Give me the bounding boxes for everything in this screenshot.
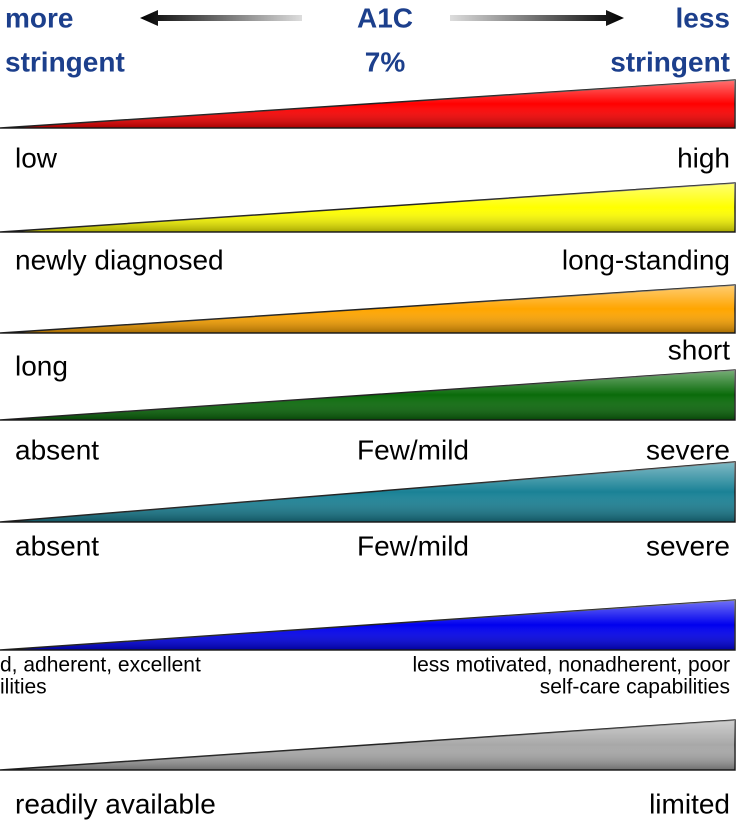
wedge-shine — [0, 80, 735, 128]
row-label: ilities — [0, 676, 47, 699]
row-label: long-standing — [562, 244, 730, 275]
rows: low high newly diagnosed long-standing long s… — [0, 79, 736, 819]
wedge-shine — [0, 285, 735, 333]
row-label: newly diagnosed — [15, 244, 224, 275]
row-label: absent — [15, 434, 99, 465]
wedge-shine — [0, 370, 735, 420]
header-center: A1C — [357, 2, 413, 33]
row-label: readily available — [15, 788, 216, 819]
row-label: d, adherent, excellent — [0, 654, 201, 677]
header-right: less — [676, 2, 731, 33]
header: more stringent A1C 7% less stringent — [5, 2, 730, 77]
wedge-shine — [0, 720, 735, 770]
header-right: stringent — [610, 46, 730, 77]
header-center: 7% — [365, 46, 406, 77]
row-label: less motivated, nonadherent, poor — [412, 654, 730, 677]
row-label: absent — [15, 530, 99, 561]
row-label: self-care capabilities — [540, 676, 730, 699]
row-label: long — [15, 350, 68, 381]
header-left: stringent — [5, 46, 125, 77]
row-label: severe — [646, 434, 730, 465]
row-label: severe — [646, 530, 730, 561]
arrow-right — [450, 10, 624, 26]
row-label: short — [668, 334, 730, 365]
arrow-left — [140, 10, 302, 26]
wedge-shine — [0, 600, 735, 650]
row-label: Few/mild — [357, 530, 469, 561]
row-label: Few/mild — [357, 434, 469, 465]
wedge-shine — [0, 462, 735, 522]
row-label: low — [15, 142, 58, 173]
row-label: high — [677, 142, 730, 173]
row-label: limited — [649, 788, 730, 819]
header-left: more — [5, 2, 73, 33]
wedge-shine — [0, 183, 735, 232]
